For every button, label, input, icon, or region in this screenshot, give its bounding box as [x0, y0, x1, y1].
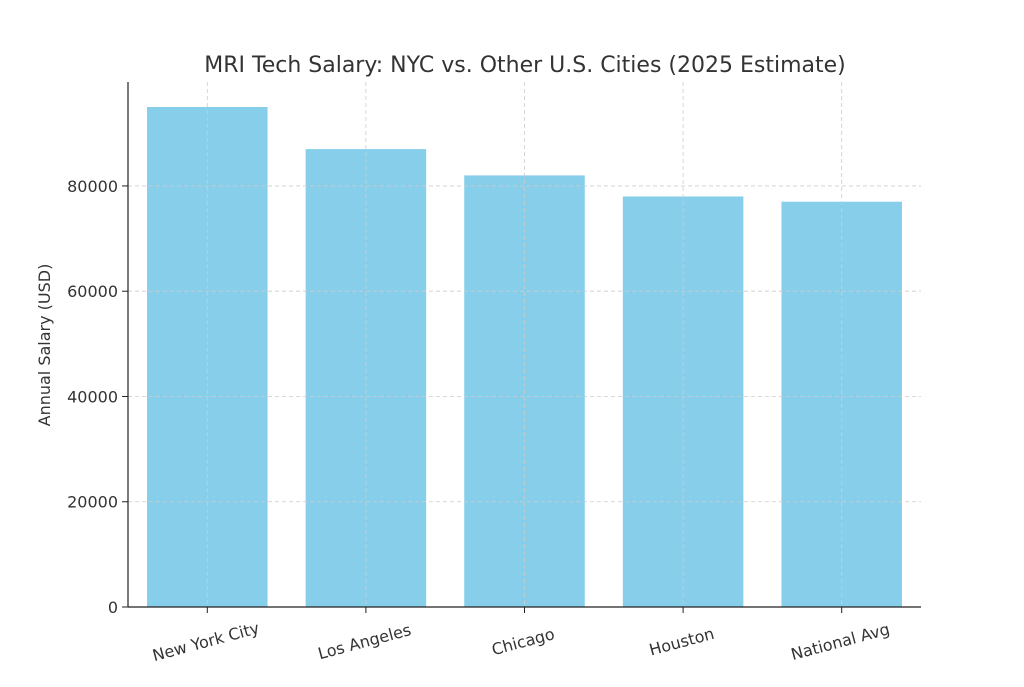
x-tick-label: Los Angeles — [316, 620, 413, 663]
x-tick-label: Houston — [647, 624, 716, 660]
y-tick-label: 60000 — [67, 282, 118, 301]
chart-title: MRI Tech Salary: NYC vs. Other U.S. Citi… — [204, 53, 845, 78]
y-tick-label: 20000 — [67, 493, 118, 512]
y-tick-label: 0 — [108, 598, 118, 617]
x-tick-label: Chicago — [490, 624, 557, 659]
y-tick-label: 40000 — [67, 387, 118, 406]
y-axis-label: Annual Salary (USD) — [35, 264, 54, 427]
x-tick-label: National Avg — [789, 619, 892, 664]
y-tick-label: 80000 — [67, 177, 118, 196]
axes — [122, 82, 921, 613]
x-tick-label: New York City — [150, 618, 261, 665]
